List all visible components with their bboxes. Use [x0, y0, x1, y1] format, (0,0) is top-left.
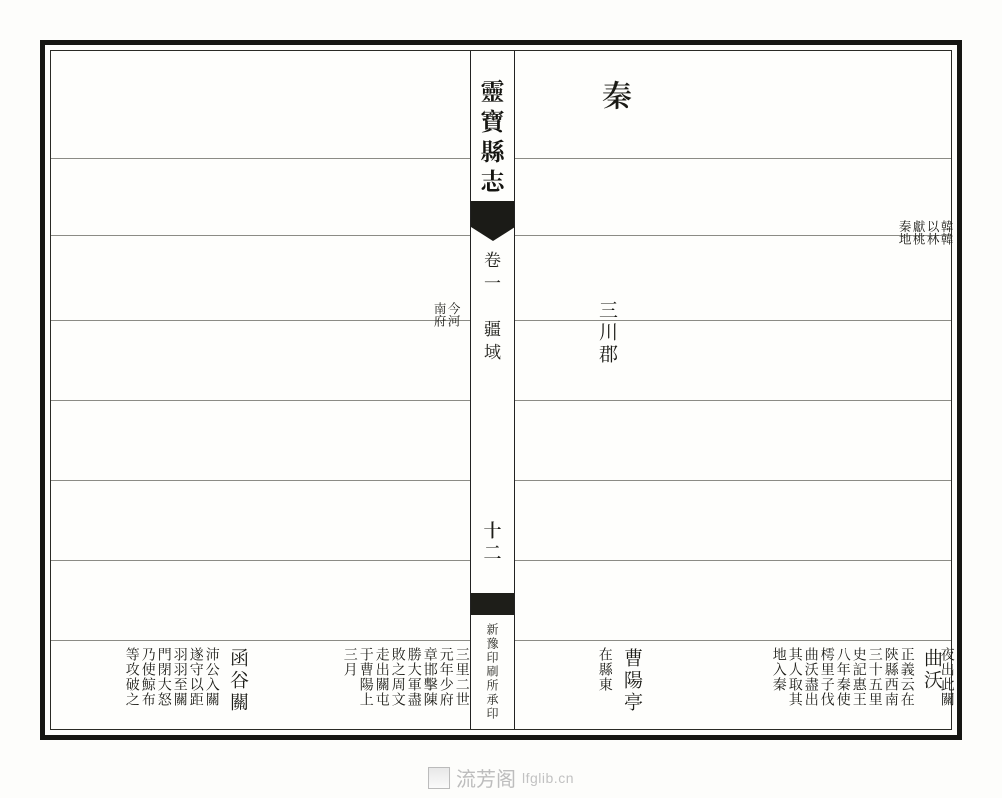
spine-footer-bar [471, 593, 514, 615]
watermark: 流芳阁 lfglib.cn [428, 763, 574, 792]
annotation-column: 勝大軍盡 [407, 647, 422, 707]
watermark-icon [428, 767, 450, 789]
annotation-column: 在縣東 [598, 647, 613, 692]
heading: 三川郡 [595, 300, 622, 366]
annotation-column: 地入秦 [772, 647, 787, 692]
annotation-column: 史記惠王 [852, 647, 867, 707]
watermark-url: lfglib.cn [522, 770, 574, 786]
annotation-column: 正義云在 [900, 647, 915, 707]
annotation-column: 于曹陽上 [359, 647, 374, 707]
annotation-column: 敗之周文 [391, 647, 406, 707]
annotation-column: 走出關屯 [375, 647, 390, 707]
interlinear-note: 秦地 [898, 220, 911, 245]
annotation-column: 元年少府 [439, 647, 454, 707]
annotation-column: 八年秦使 [836, 647, 851, 707]
heading: 秦 [595, 80, 639, 114]
annotation-column: 三十五里 [868, 647, 883, 707]
heading: 函谷關 [226, 648, 253, 714]
annotation-column: 陝縣西南 [884, 647, 899, 707]
annotation-column: 三月 [343, 647, 358, 677]
annotation-column: 樗里子伐 [820, 647, 835, 707]
watermark-text: 流芳阁 [456, 763, 516, 792]
annotation-column: 乃使鯨布 [141, 647, 156, 707]
heading: 曹陽亭 [620, 648, 647, 714]
annotation-column: 沛公入關 [205, 647, 220, 707]
spine-subtitle: 卷一 疆域 [480, 251, 505, 366]
fish-tail-ornament [471, 201, 514, 227]
annotation-column: 夜出此關 [940, 647, 955, 707]
annotation-column: 章邯擊陳 [423, 647, 438, 707]
spine-printer: 新豫印刷所承印 [484, 623, 501, 721]
annotation-column: 等攻破之 [125, 647, 140, 707]
annotation-column: 羽羽至關 [173, 647, 188, 707]
spine-page-number: 十二 [480, 521, 506, 565]
annotation-column: 三里二世 [455, 647, 470, 707]
interlinear-note: 南府 [433, 302, 446, 327]
annotation-column: 遂守以距 [189, 647, 204, 707]
scanned-page: 靈寶縣志 卷一 疆域 十二 新豫印刷所承印 秦三川郡曹陽亭曲沃韓韓以林獻桃秦地夜… [40, 40, 962, 740]
annotation-column: 門閉大怒 [157, 647, 172, 707]
annotation-column: 曲沃盡出 [804, 647, 819, 707]
center-spine: 靈寶縣志 卷一 疆域 十二 新豫印刷所承印 [470, 51, 515, 729]
annotation-column: 其人取其 [788, 647, 803, 707]
spine-title: 靈寶縣志 [475, 79, 510, 199]
